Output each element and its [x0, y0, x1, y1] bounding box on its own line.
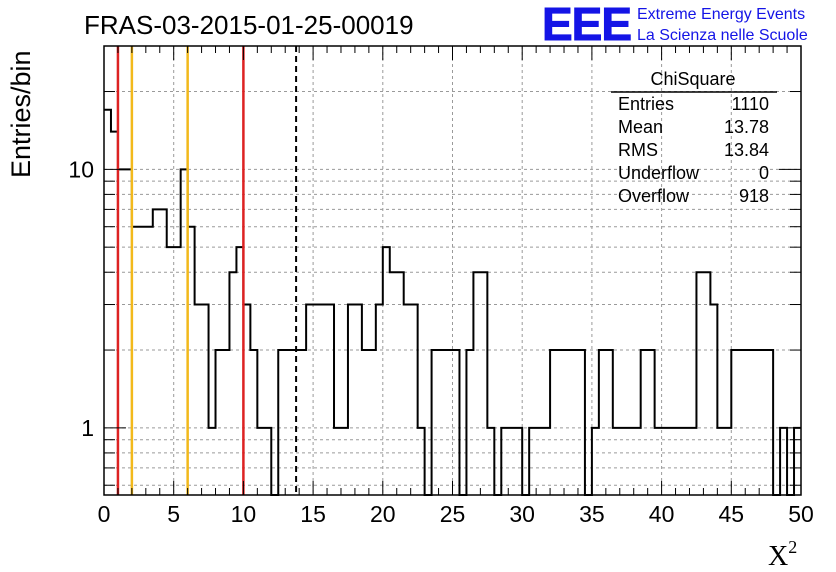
- stats-title: ChiSquare: [650, 69, 735, 89]
- stats-value: 13.78: [724, 117, 769, 137]
- y-tick-label: 10: [68, 156, 94, 182]
- stats-box: ChiSquare Entries 1110 Mean 13.78 RMS 13.84 Un…: [611, 69, 777, 206]
- x-tick-label: 25: [440, 501, 466, 527]
- x-tick-label: 10: [231, 501, 257, 527]
- x-tick-label: 30: [509, 501, 535, 527]
- stats-value: 13.84: [724, 140, 769, 160]
- y-tick-label: 1: [81, 415, 94, 441]
- x-tick-label: 0: [98, 501, 111, 527]
- logo-line-2: La Scienza nelle Scuole: [637, 27, 808, 44]
- x-tick-label: 35: [579, 501, 605, 527]
- x-axis-label: X2: [768, 537, 797, 572]
- stats-value: 0: [759, 163, 769, 183]
- stats-label: Underflow: [618, 163, 700, 183]
- y-axis-label: Entries/bin: [6, 50, 36, 178]
- chart-title: FRAS-03-2015-01-25-00019: [84, 10, 414, 40]
- x-tick-label: 50: [788, 501, 814, 527]
- x-tick-label: 15: [300, 501, 326, 527]
- axis-ticks: [103, 45, 802, 495]
- stats-label: Overflow: [618, 186, 690, 206]
- y-tick-labels: 1 10: [68, 156, 94, 441]
- stats-label: Mean: [618, 117, 663, 137]
- x-tick-label: 45: [719, 501, 745, 527]
- x-axis-label-sup: 2: [788, 537, 797, 557]
- logo-mark: EEE: [542, 0, 631, 50]
- logo-line-1: Extreme Energy Events: [637, 6, 805, 23]
- stats-value: 918: [739, 186, 769, 206]
- eee-logo: EEE Extreme Energy Events La Scienza nel…: [542, 0, 808, 51]
- stats-label: RMS: [618, 140, 658, 160]
- stats-rows: Entries 1110 Mean 13.78 RMS 13.84 Underflow 0 Ov…: [618, 94, 769, 206]
- stats-value: 1110: [732, 94, 769, 114]
- histogram-line: [104, 108, 801, 496]
- reference-lines: [116, 46, 298, 495]
- x-axis-label-base: X: [768, 541, 788, 572]
- x-tick-labels: 0 5 10 15 20 25 30 35 40 45 50: [98, 501, 814, 527]
- x-tick-label: 20: [370, 501, 396, 527]
- x-tick-label: 40: [649, 501, 675, 527]
- stats-label: Entries: [618, 94, 674, 114]
- x-tick-label: 5: [167, 501, 180, 527]
